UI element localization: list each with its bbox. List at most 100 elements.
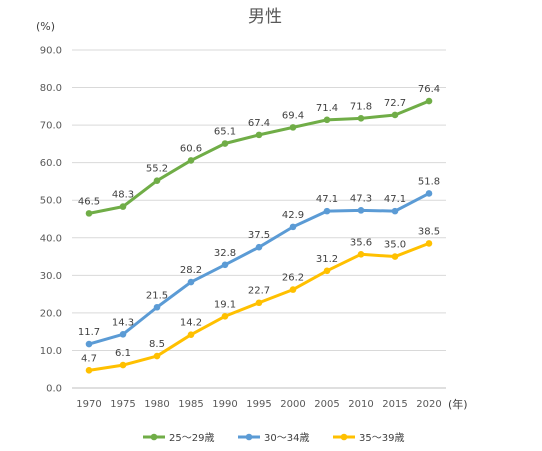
data-label: 19.1: [214, 299, 236, 310]
data-point: [255, 299, 263, 307]
data-point: [221, 261, 229, 269]
data-point: [187, 157, 195, 164]
data-label: 72.7: [384, 98, 406, 109]
x-axis-unit-label: (年): [448, 397, 468, 411]
data-label: 47.1: [316, 194, 338, 205]
data-label: 6.1: [115, 348, 131, 359]
data-point: [153, 303, 161, 311]
data-point: [153, 352, 161, 360]
data-label: 67.4: [248, 118, 270, 129]
data-label: 47.1: [384, 194, 406, 205]
data-label: 37.5: [248, 230, 270, 241]
data-point: [221, 312, 229, 320]
data-point: [323, 207, 331, 215]
data-point: [187, 331, 195, 338]
data-label: 26.2: [282, 273, 304, 284]
y-tick-label: 40.0: [40, 233, 62, 244]
x-tick-label: 1995: [246, 399, 271, 410]
legend-label: 25～29歳: [169, 432, 214, 444]
data-label: 32.8: [214, 248, 236, 259]
series-lines: [85, 97, 433, 374]
legend-label: 35～39歳: [359, 432, 404, 444]
y-axis-unit-label: (%): [36, 20, 55, 33]
data-point: [323, 267, 331, 275]
data-label: 11.7: [78, 327, 100, 338]
data-labels: 46.5 48.3 55.2 60.6 65.1 67.4 69.4 71.4 71.8 72.7…: [78, 84, 440, 364]
data-point: [391, 253, 399, 260]
y-tick-label: 20.0: [40, 308, 62, 319]
data-label: 71.4: [316, 103, 338, 114]
data-point: [357, 251, 365, 258]
series-line: [87, 191, 431, 346]
data-label: 60.6: [180, 143, 202, 154]
data-label: 35.6: [350, 237, 372, 248]
y-tick-label: 10.0: [40, 346, 62, 357]
data-point: [391, 111, 399, 119]
data-label: 8.5: [149, 339, 165, 350]
data-label: 76.4: [418, 84, 440, 95]
x-tick-label: 1975: [110, 399, 135, 410]
data-label: 71.8: [350, 101, 372, 112]
grid-lines: [72, 49, 446, 389]
y-tick-label: 80.0: [40, 83, 62, 94]
data-point: [255, 243, 263, 251]
data-label: 4.7: [81, 353, 97, 364]
data-label: 21.5: [146, 290, 168, 301]
legend-label: 30～34歳: [264, 432, 309, 444]
data-point: [425, 240, 433, 247]
y-axis-ticks: 0.0 10.0 20.0 30.0 40.0 50.0 60.0 70.0 80.0 90.0: [40, 46, 62, 395]
data-point: [119, 203, 127, 210]
x-tick-label: 1985: [178, 399, 203, 410]
x-tick-label: 1990: [212, 399, 237, 410]
data-point: [119, 330, 127, 338]
data-label: 14.2: [180, 318, 202, 329]
data-label: 69.4: [282, 110, 304, 121]
legend: 25～29歳 30～34歳 35～39歳: [143, 432, 404, 444]
x-tick-label: 2005: [314, 399, 339, 410]
series-line: [87, 241, 431, 372]
x-tick-label: 1980: [144, 399, 169, 410]
x-tick-label: 2015: [382, 399, 407, 410]
x-axis-ticks: 1970 1975 1980 1985 1990 1995 2000 2005 2010 2015…: [76, 399, 441, 410]
data-label: 22.7: [248, 286, 270, 297]
data-point: [425, 97, 433, 105]
x-tick-label: 2020: [416, 399, 441, 410]
data-label: 46.5: [78, 196, 100, 207]
data-point: [85, 367, 93, 374]
y-tick-label: 0.0: [46, 384, 62, 395]
data-label: 35.0: [384, 240, 406, 251]
x-tick-label: 1970: [76, 399, 101, 410]
legend-marker: [150, 433, 158, 441]
y-tick-label: 50.0: [40, 196, 62, 207]
data-point: [289, 124, 297, 131]
data-point: [255, 131, 263, 139]
data-label: 31.2: [316, 254, 338, 265]
legend-marker: [340, 433, 348, 441]
y-tick-label: 90.0: [40, 46, 62, 57]
y-tick-label: 60.0: [40, 158, 62, 169]
data-point: [391, 207, 399, 215]
data-label: 47.3: [350, 193, 372, 204]
legend-marker: [245, 433, 253, 441]
data-point: [289, 286, 297, 293]
x-tick-label: 2000: [280, 399, 305, 410]
data-point: [221, 140, 229, 147]
data-point: [323, 116, 331, 124]
data-label: 38.5: [418, 226, 440, 237]
data-point: [289, 223, 297, 231]
data-point: [153, 177, 161, 184]
data-point: [85, 340, 93, 348]
y-tick-label: 70.0: [40, 121, 62, 132]
data-label: 28.2: [180, 265, 202, 276]
data-label: 65.1: [214, 127, 236, 138]
data-label: 14.3: [112, 317, 134, 328]
x-tick-label: 2010: [348, 399, 373, 410]
data-label: 51.8: [418, 176, 440, 187]
data-point: [187, 278, 195, 286]
y-tick-label: 30.0: [40, 271, 62, 282]
data-point: [425, 190, 433, 197]
data-point: [85, 210, 93, 217]
data-point: [119, 361, 127, 369]
data-label: 42.9: [282, 210, 304, 221]
